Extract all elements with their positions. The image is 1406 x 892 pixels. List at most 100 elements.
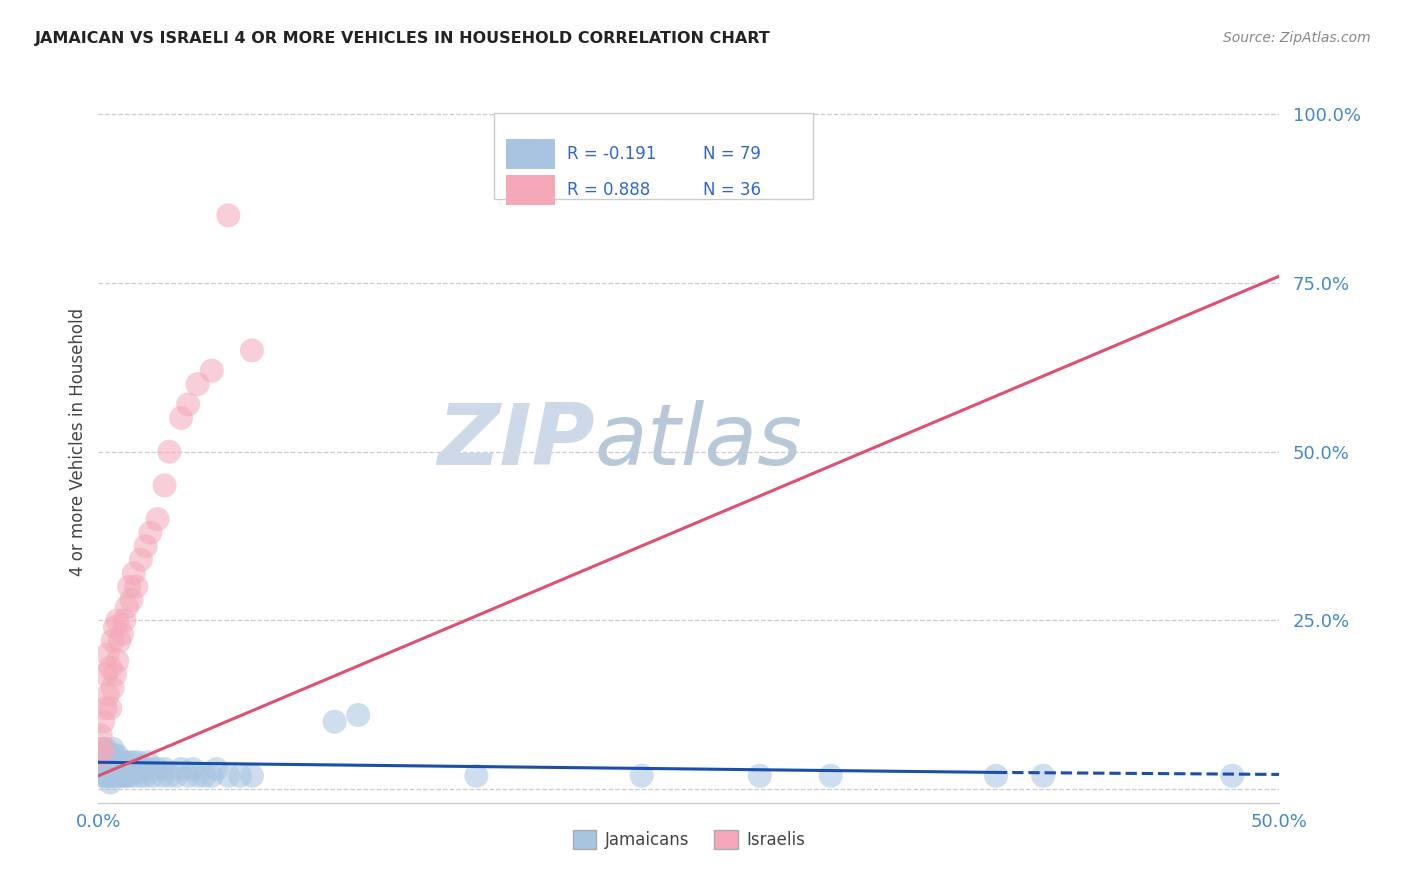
Point (98, 661, 121, 675)
Point (157, 769, 180, 783)
Point (118, 756, 141, 770)
Point (121, 593, 143, 607)
Text: atlas: atlas (595, 400, 803, 483)
Point (240, 769, 263, 783)
Point (139, 525, 162, 540)
Point (104, 667, 127, 681)
Point (97, 748, 120, 763)
Point (136, 756, 159, 770)
Point (105, 762, 128, 776)
Point (240, 343, 263, 358)
Point (101, 762, 124, 776)
Point (118, 580, 141, 594)
Text: JAMAICAN VS ISRAELI 4 OR MORE VEHICLES IN HOUSEHOLD CORRELATION CHART: JAMAICAN VS ISRAELI 4 OR MORE VEHICLES I… (35, 31, 770, 46)
Point (170, 762, 193, 776)
Point (165, 769, 187, 783)
Point (104, 748, 127, 763)
Point (94, 748, 117, 763)
Point (122, 769, 145, 783)
Point (115, 769, 138, 783)
Point (97, 769, 120, 783)
Text: R = -0.191: R = -0.191 (567, 145, 657, 163)
Point (129, 552, 152, 566)
Point (101, 769, 124, 783)
Point (97, 762, 120, 776)
Point (101, 741, 124, 756)
Point (820, 769, 842, 783)
Text: N = 79: N = 79 (703, 145, 761, 163)
Point (229, 769, 252, 783)
Point (94, 756, 117, 770)
Point (153, 762, 176, 776)
Point (115, 762, 138, 776)
Point (105, 614, 128, 628)
Point (1220, 769, 1243, 783)
Point (91, 714, 114, 729)
Point (105, 748, 128, 763)
Point (112, 756, 135, 770)
Point (121, 762, 143, 776)
Point (187, 377, 209, 392)
Point (108, 769, 131, 783)
Point (201, 364, 224, 378)
Point (94, 667, 117, 681)
FancyBboxPatch shape (506, 175, 555, 205)
Point (125, 762, 148, 776)
Point (748, 769, 770, 783)
Point (105, 654, 128, 668)
Point (91, 762, 114, 776)
Point (217, 769, 239, 783)
FancyBboxPatch shape (494, 112, 813, 200)
Point (104, 620, 127, 634)
Point (90, 762, 112, 776)
Point (98, 762, 121, 776)
Point (201, 769, 224, 783)
Point (139, 762, 162, 776)
Point (135, 539, 157, 553)
Point (111, 762, 134, 776)
Point (112, 614, 135, 628)
Point (112, 769, 135, 783)
Point (90, 728, 112, 742)
Point (105, 756, 128, 770)
Point (135, 769, 157, 783)
Point (97, 688, 120, 702)
Point (187, 769, 209, 783)
Point (91, 756, 114, 770)
Point (194, 769, 217, 783)
Text: ZIP: ZIP (437, 400, 595, 483)
Point (170, 411, 193, 425)
Point (91, 748, 114, 763)
Point (111, 769, 134, 783)
Point (157, 444, 180, 458)
Point (142, 769, 165, 783)
Point (132, 762, 155, 776)
Point (91, 741, 114, 756)
Point (90, 756, 112, 770)
Point (129, 769, 152, 783)
Text: Source: ZipAtlas.com: Source: ZipAtlas.com (1223, 31, 1371, 45)
Point (91, 741, 114, 756)
Point (465, 769, 488, 783)
Point (108, 633, 131, 648)
Point (94, 701, 117, 715)
Point (630, 769, 652, 783)
Point (94, 769, 117, 783)
Point (115, 599, 138, 614)
Point (984, 769, 1007, 783)
Point (118, 769, 141, 783)
Point (101, 681, 124, 695)
Point (146, 762, 169, 776)
Point (128, 756, 150, 770)
Point (153, 478, 176, 492)
Point (205, 762, 228, 776)
Legend: Jamaicans, Israelis: Jamaicans, Israelis (567, 823, 811, 856)
Point (125, 580, 148, 594)
Text: N = 36: N = 36 (703, 181, 761, 199)
Point (97, 756, 120, 770)
Point (108, 762, 131, 776)
Point (177, 397, 200, 411)
Point (108, 756, 131, 770)
Point (122, 756, 145, 770)
Point (90, 748, 112, 763)
